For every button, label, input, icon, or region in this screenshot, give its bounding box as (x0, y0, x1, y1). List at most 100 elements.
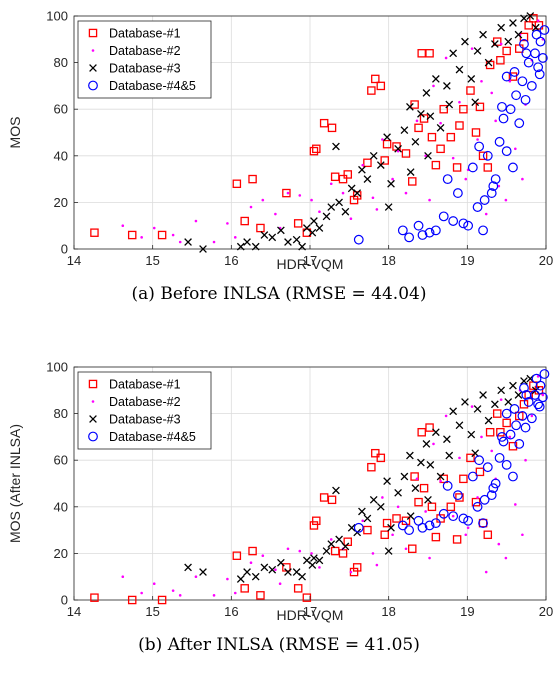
data-point (425, 423, 434, 432)
y-tick-label: 20 (54, 546, 68, 561)
data-point (419, 114, 429, 123)
data-point (415, 119, 419, 123)
data-point (428, 556, 431, 560)
data-point (396, 505, 400, 509)
data-point (428, 198, 431, 202)
y-tick-label: 60 (54, 102, 68, 117)
data-point (358, 507, 366, 516)
y-axis-label: MOS (7, 117, 23, 149)
data-point (315, 224, 324, 232)
data-point (479, 30, 487, 39)
data-point (292, 235, 301, 244)
data-point (417, 427, 426, 437)
data-point (530, 414, 534, 418)
data-point (431, 532, 441, 542)
data-point (157, 595, 167, 605)
data-point (452, 490, 463, 501)
data-point (531, 373, 542, 384)
data-point (327, 540, 336, 548)
data-point (232, 179, 242, 189)
data-point (514, 118, 525, 129)
data-point (496, 427, 505, 437)
data-point (199, 245, 207, 253)
y-tick-label: 100 (46, 9, 68, 24)
data-point (484, 58, 493, 67)
series-database-3 (184, 374, 540, 583)
data-point (240, 216, 249, 226)
data-point (466, 453, 475, 463)
data-point (521, 390, 532, 400)
data-point (298, 194, 302, 197)
data-point (464, 533, 468, 537)
data-point (369, 151, 378, 160)
data-point (488, 181, 499, 191)
data-point (531, 23, 540, 32)
data-point (478, 151, 488, 161)
axis-ticks: 14 15 16 17 18 19 20 0 20 40 60 80 100 (46, 9, 553, 269)
data-point (415, 477, 419, 481)
data-point (517, 411, 528, 421)
data-point (463, 220, 474, 231)
data-point (315, 556, 324, 565)
data-point (417, 458, 425, 467)
data-point (514, 391, 523, 399)
data-point (484, 212, 488, 216)
data-point (496, 56, 505, 65)
data-point (504, 398, 513, 406)
data-point (478, 518, 488, 528)
data-point (327, 203, 336, 211)
data-point (521, 48, 532, 59)
data-point (508, 441, 518, 451)
data-point (406, 512, 415, 520)
data-point (298, 242, 306, 251)
data-point (410, 472, 419, 481)
x-tick-label: 16 (224, 253, 238, 268)
figure-caption: (b) After INLSA (RMSE = 41.05) (138, 635, 420, 655)
data-point (383, 477, 391, 486)
y-tick-label: 0 (61, 242, 68, 257)
data-point (400, 126, 409, 135)
data-point (499, 42, 503, 46)
y-tick-label: 40 (54, 148, 68, 163)
data-point (387, 179, 395, 188)
data-point (363, 525, 372, 535)
data-point (152, 226, 156, 230)
data-point (511, 420, 522, 431)
data-point (490, 174, 501, 185)
data-point (422, 440, 431, 448)
data-point (508, 435, 512, 439)
series-database-2 (121, 375, 545, 597)
data-point (212, 594, 216, 597)
data-point (490, 449, 494, 453)
data-point (397, 225, 408, 236)
data-point (452, 163, 462, 172)
data-point (371, 196, 375, 200)
data-point (467, 430, 476, 439)
data-point (511, 90, 522, 101)
data-point (332, 486, 340, 495)
data-point (520, 377, 528, 385)
data-point (509, 381, 517, 390)
data-point (335, 535, 343, 544)
data-point (455, 121, 464, 130)
data-point (408, 544, 417, 553)
data-point (236, 242, 245, 251)
data-point (514, 147, 517, 151)
data-point (497, 386, 506, 395)
data-point (171, 589, 175, 592)
data-point (445, 451, 454, 460)
legend-marker (89, 415, 97, 423)
data-point (401, 149, 411, 158)
data-point (490, 91, 494, 95)
data-point (534, 401, 545, 412)
data-point (184, 238, 192, 246)
legend: Database-#1 Database-#2 Database-#3 Databas… (77, 20, 212, 99)
data-point (277, 226, 285, 235)
x-tick-label: 15 (145, 604, 159, 619)
data-point (471, 449, 480, 458)
data-point (411, 137, 420, 146)
data-point (490, 478, 501, 489)
data-point (383, 133, 391, 142)
data-point (199, 568, 207, 576)
x-tick-label: 16 (224, 604, 238, 619)
